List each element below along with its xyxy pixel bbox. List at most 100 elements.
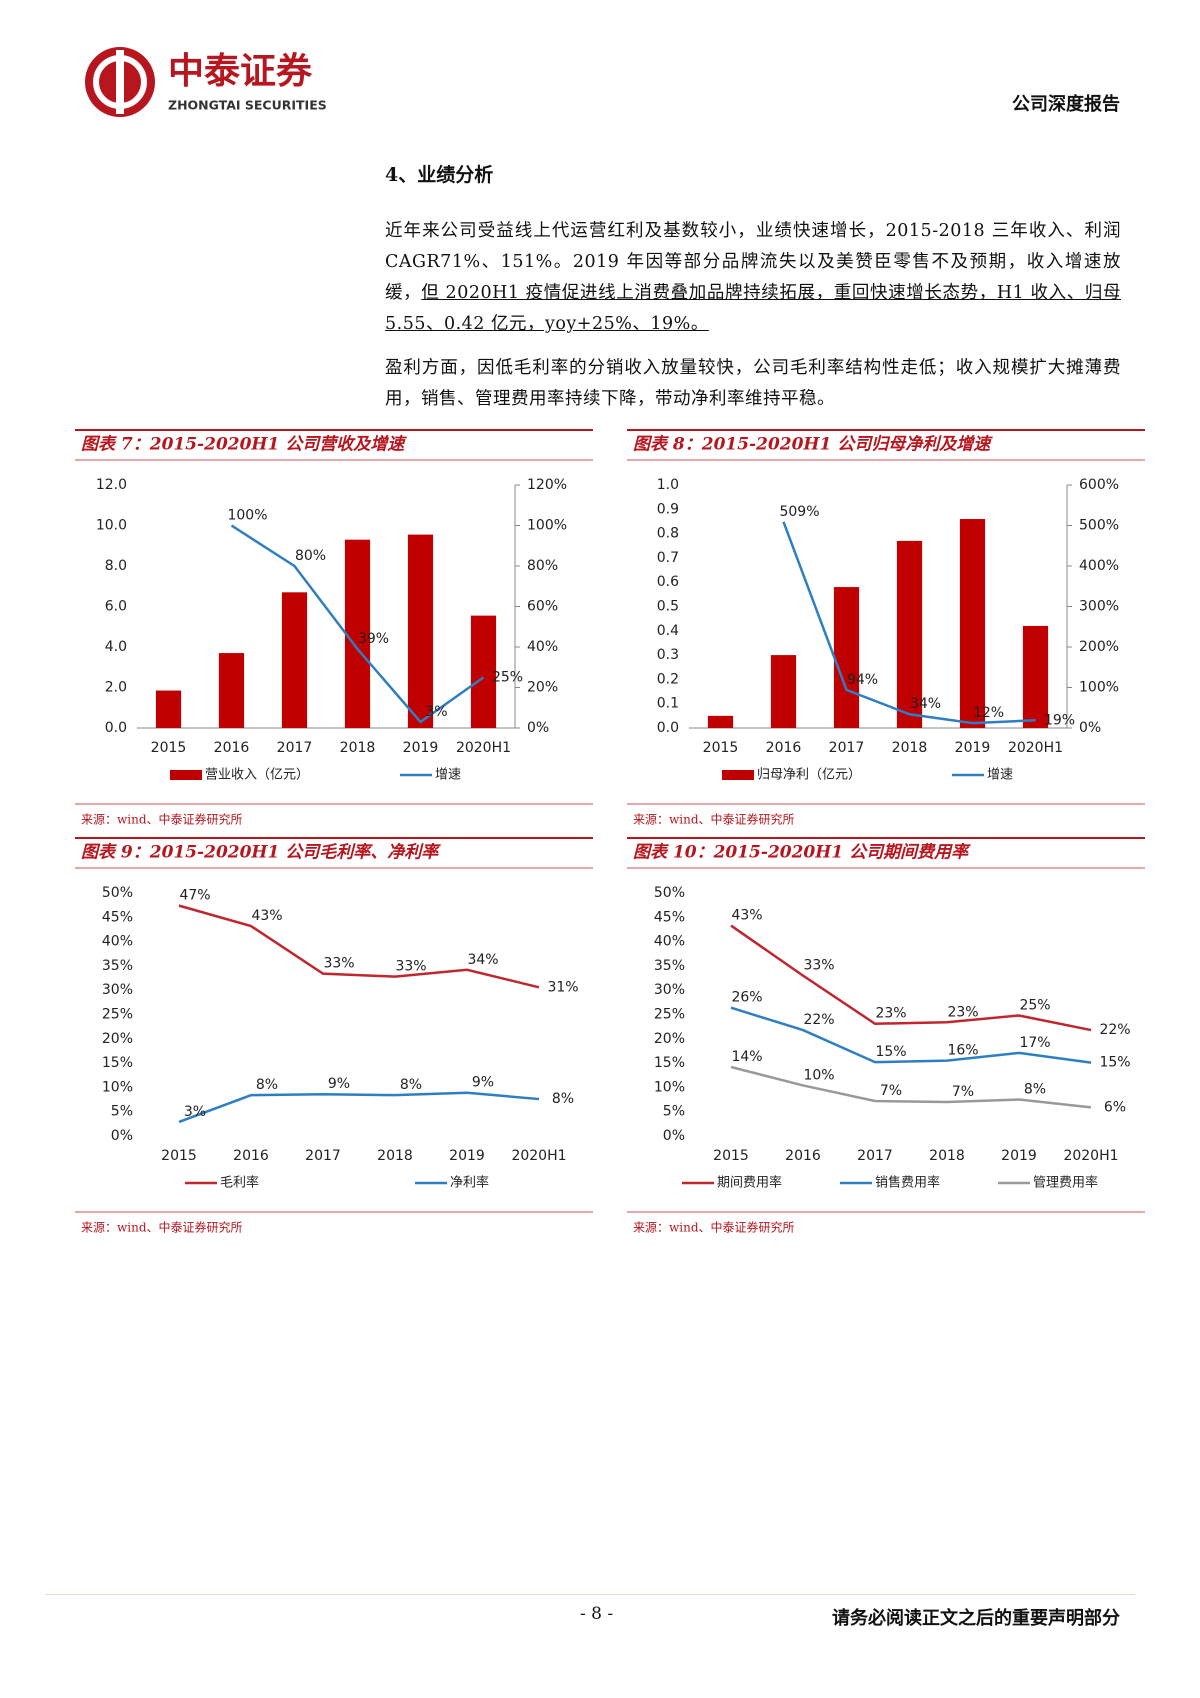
x-tick-label: 2020H1: [511, 1148, 566, 1164]
legend-label: 期间费用率: [717, 1175, 782, 1191]
data-label: 8%: [1024, 1082, 1046, 1098]
y-tick-label: 0.2: [657, 671, 679, 687]
y-tick-label: 0.1: [657, 696, 679, 712]
report-type: 公司深度报告: [1012, 94, 1120, 115]
y-tick-label: 0%: [111, 1128, 133, 1144]
y2-tick-label: 60%: [527, 599, 558, 615]
line-series: [230, 524, 485, 724]
bar: [344, 539, 371, 728]
line-series: [178, 1091, 540, 1124]
chart-source: 来源：wind、中泰证券研究所: [633, 1220, 795, 1235]
y-tick-label: 40%: [102, 934, 133, 950]
y-tick-label: 0.4: [657, 623, 679, 639]
data-label: 3%: [184, 1104, 206, 1120]
bar: [281, 592, 308, 728]
data-label: 7%: [952, 1084, 974, 1100]
logo-en: ZHONGTAI SECURITIES: [168, 98, 327, 113]
y-tick-label: 0.8: [657, 526, 679, 542]
data-label: 33%: [395, 959, 426, 975]
y-tick-label: 15%: [102, 1055, 133, 1071]
footer-rule: [45, 1594, 1135, 1595]
x-tick-label: 2019: [1001, 1148, 1037, 1164]
y-tick-label: 2.0: [105, 680, 127, 696]
data-label: 17%: [1019, 1035, 1050, 1051]
y-tick-label: 35%: [102, 958, 133, 974]
data-label: 15%: [875, 1044, 906, 1060]
bar: [959, 519, 986, 728]
data-label: 22%: [1099, 1022, 1130, 1038]
x-tick-label: 2016: [214, 740, 250, 756]
x-tick-label: 2016: [766, 740, 802, 756]
data-label: 47%: [179, 888, 210, 904]
data-label: 19%: [1044, 712, 1075, 728]
y-tick-label: 10%: [102, 1079, 133, 1095]
y-tick-label: 40%: [654, 934, 685, 950]
data-label: 15%: [1099, 1055, 1130, 1071]
x-tick-label: 2018: [377, 1148, 413, 1164]
data-label: 33%: [803, 958, 834, 974]
bar: [155, 690, 182, 728]
y2-tick-label: 300%: [1079, 599, 1119, 615]
line-series: [782, 521, 1036, 725]
data-label: 94%: [847, 672, 878, 688]
data-label: 31%: [547, 979, 578, 995]
data-label: 9%: [472, 1075, 494, 1091]
x-tick-label: 2019: [955, 740, 991, 756]
chart-source: 来源：wind、中泰证券研究所: [81, 1220, 243, 1235]
data-label: 6%: [1104, 1099, 1126, 1115]
y-tick-label: 12.0: [96, 477, 127, 493]
bar: [470, 615, 497, 728]
y-tick-label: 45%: [102, 909, 133, 925]
y2-tick-label: 200%: [1079, 639, 1119, 655]
data-label: 22%: [803, 1012, 834, 1028]
x-tick-label: 2015: [713, 1148, 749, 1164]
paragraph-text: 盈利方面，因低毛利率的分销收入放量较快，公司毛利率结构性走低；收入规模扩大摊薄费…: [385, 358, 1121, 409]
y2-tick-label: 20%: [527, 680, 558, 696]
line-series: [730, 924, 1092, 1032]
legend-label: 管理费用率: [1033, 1175, 1098, 1191]
bar: [707, 715, 734, 728]
y2-tick-label: 500%: [1079, 518, 1119, 534]
legend-label: 增速: [435, 768, 461, 783]
data-label: 100%: [227, 508, 267, 524]
x-tick-label: 2015: [703, 740, 739, 756]
y-tick-label: 0.3: [657, 647, 679, 663]
line-series: [730, 1065, 1092, 1109]
y-tick-label: 0%: [663, 1128, 685, 1144]
bar: [407, 534, 434, 728]
data-label: 8%: [400, 1077, 422, 1093]
data-label: 33%: [323, 956, 354, 972]
page-number: - 8 -: [580, 1604, 614, 1624]
data-label: 23%: [875, 1006, 906, 1022]
logo-bar: [116, 50, 124, 114]
bar: [770, 655, 797, 728]
chart-title: 图表 10：2015-2020H1 公司期间费用率: [633, 843, 971, 863]
y-tick-label: 50%: [654, 885, 685, 901]
data-label: 80%: [295, 548, 326, 564]
y-tick-label: 5%: [663, 1104, 685, 1120]
y-tick-label: 45%: [654, 909, 685, 925]
x-tick-label: 2016: [785, 1148, 821, 1164]
data-label: 34%: [910, 696, 941, 712]
x-tick-label: 2019: [403, 740, 439, 756]
y2-tick-label: 40%: [527, 639, 558, 655]
y-tick-label: 8.0: [105, 558, 127, 574]
x-tick-label: 2015: [151, 740, 187, 756]
y-tick-label: 0.6: [657, 574, 679, 590]
y2-tick-label: 100%: [527, 518, 567, 534]
x-tick-label: 2020H1: [1063, 1148, 1118, 1164]
legend-label: 净利率: [450, 1175, 489, 1191]
y-tick-label: 35%: [654, 958, 685, 974]
data-label: 12%: [973, 705, 1004, 721]
data-label: 9%: [328, 1076, 350, 1092]
chart-source: 来源：wind、中泰证券研究所: [633, 812, 795, 827]
data-label: 3%: [425, 704, 447, 720]
bar: [896, 540, 923, 728]
y-tick-label: 25%: [102, 1007, 133, 1023]
x-tick-label: 2020H1: [456, 740, 511, 756]
y-tick-label: 30%: [654, 982, 685, 998]
x-tick-label: 2017: [829, 740, 865, 756]
x-tick-label: 2018: [892, 740, 928, 756]
legend-label: 毛利率: [220, 1175, 259, 1191]
